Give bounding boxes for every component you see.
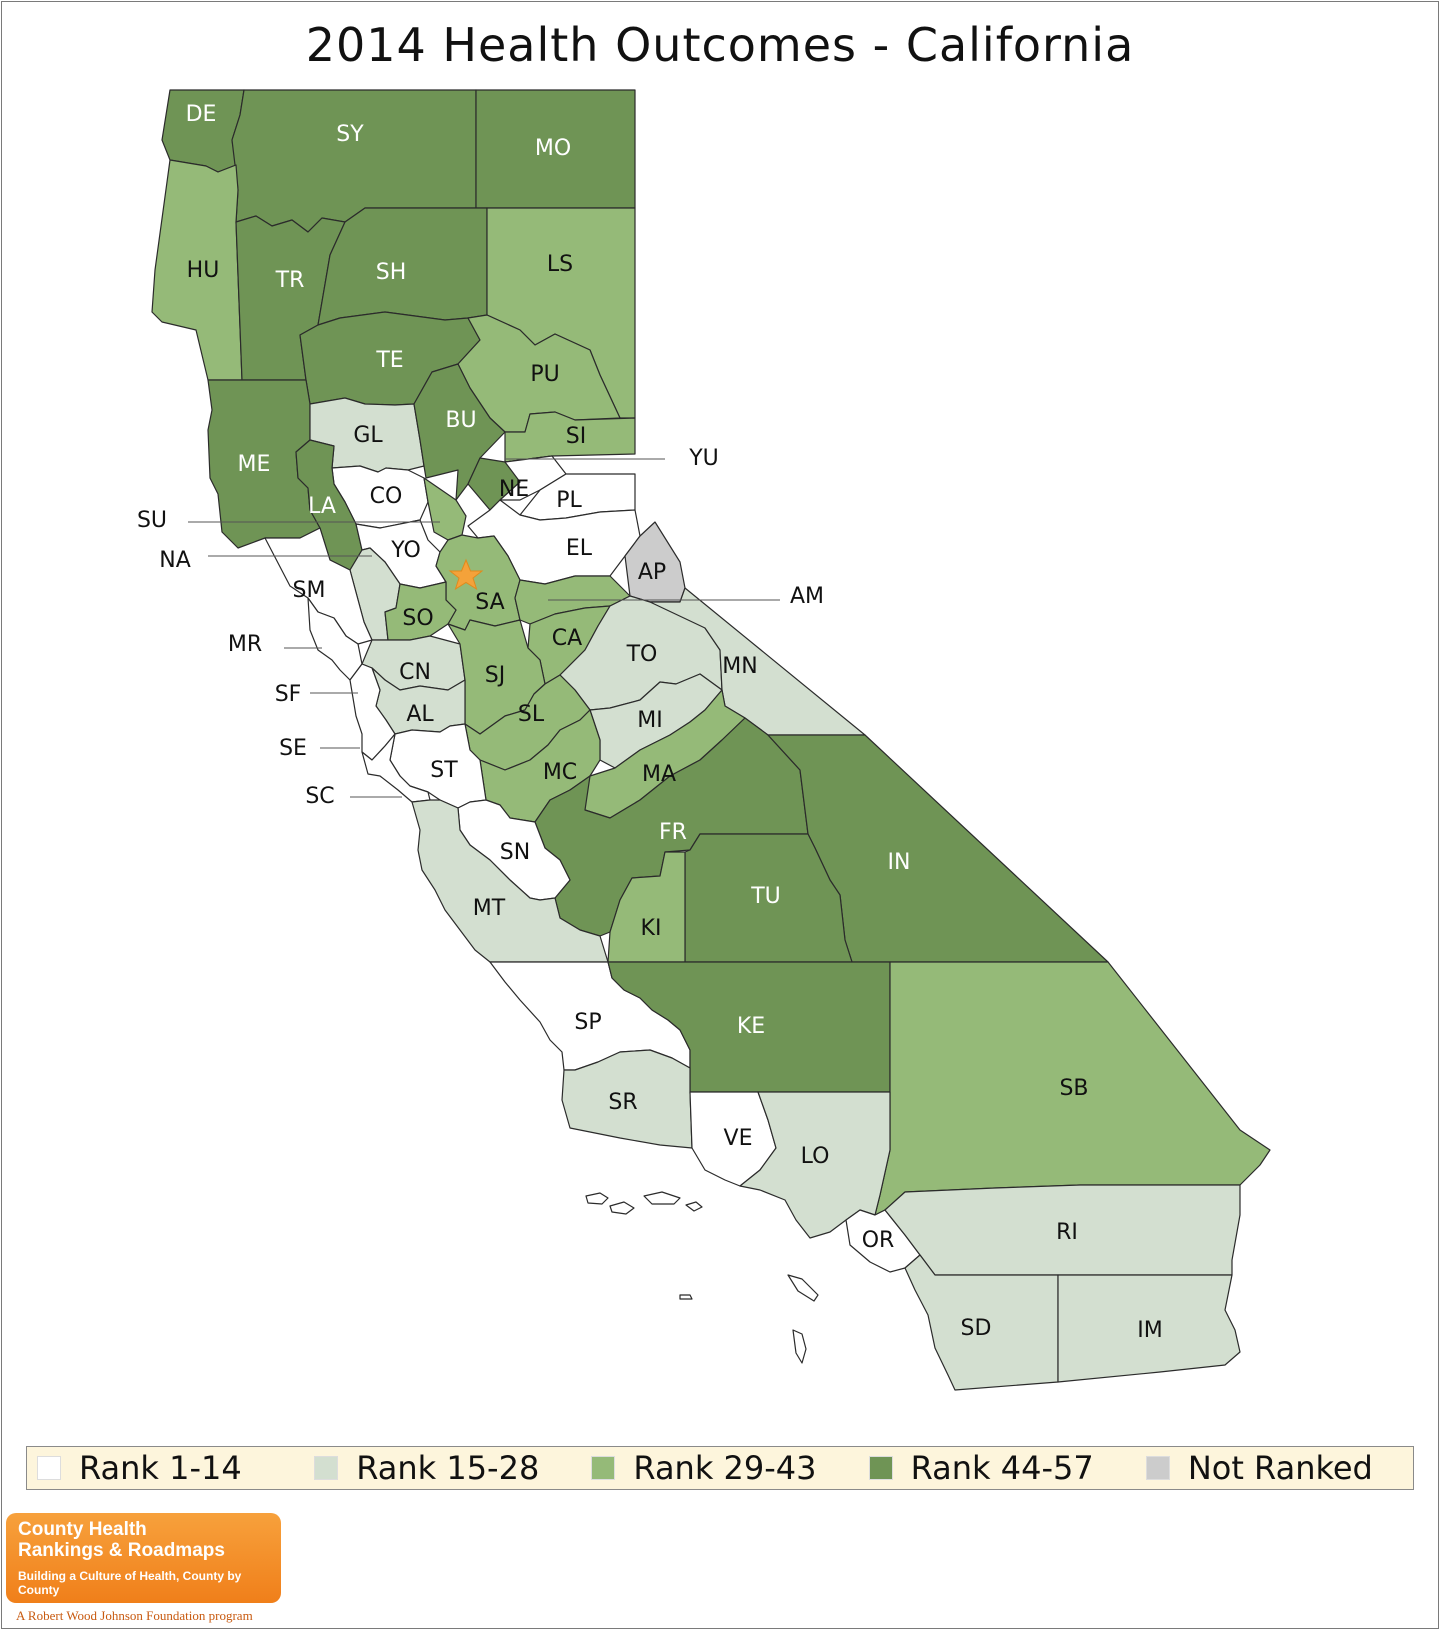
legend-label: Rank 44-57 <box>910 1449 1094 1487</box>
county-label-mn: MN <box>722 654 757 679</box>
foundation-credit: A Robert Wood Johnson Foundation program <box>16 1608 253 1623</box>
county-label-co: CO <box>370 484 403 509</box>
legend-swatch <box>37 1456 61 1480</box>
county-label-ve: VE <box>724 1126 753 1151</box>
county-label-fr: FR <box>659 820 687 845</box>
county-label-tu: TU <box>750 884 781 909</box>
map-title: 2014 Health Outcomes - California <box>305 18 1135 72</box>
county-label-so: SO <box>402 606 433 631</box>
leader-lines <box>188 458 780 798</box>
county-label-sf: SF <box>275 682 302 707</box>
county-labels: DE SY MO HU TR SH LS TE PU ME GL BU SI YU NE CO LA PL SU YO… <box>137 102 1163 1343</box>
county-label-ki: KI <box>641 916 662 941</box>
county-label-me: ME <box>238 452 271 477</box>
county-label-ne: NE <box>499 477 529 502</box>
legend-swatch <box>868 1456 893 1480</box>
county-label-sh: SH <box>376 260 407 285</box>
county-label-bu: BU <box>445 408 476 433</box>
county-label-ma: MA <box>642 762 676 787</box>
legend-swatch <box>314 1456 339 1480</box>
county-label-ri: RI <box>1056 1220 1078 1245</box>
county-label-or: OR <box>862 1228 895 1253</box>
county-label-sn: SN <box>500 840 530 865</box>
county-label-ap: AP <box>638 560 666 585</box>
county-label-el: EL <box>566 536 593 561</box>
county-label-te: TE <box>375 348 403 373</box>
county-im[interactable] <box>1057 1274 1241 1383</box>
county-label-st: ST <box>430 758 458 783</box>
county-label-ls: LS <box>547 252 573 277</box>
logo-line-1: County Health <box>18 1519 147 1540</box>
county-label-in: IN <box>888 850 911 875</box>
county-sd[interactable] <box>904 1254 1059 1391</box>
legend-item: Rank 44-57 <box>859 1449 1136 1487</box>
legend: Rank 1-14 Rank 15-28 Rank 29-43 Rank 44-57 N… <box>26 1446 1414 1490</box>
counties-layer <box>151 89 1271 1391</box>
county-label-sc: SC <box>305 784 334 809</box>
county-label-sa: SA <box>475 590 504 615</box>
county-tu[interactable] <box>684 833 853 963</box>
county-label-mr: MR <box>228 632 262 657</box>
legend-label: Rank 1-14 <box>79 1449 242 1487</box>
county-label-mo: MO <box>535 136 571 161</box>
legend-label: Rank 29-43 <box>633 1449 817 1487</box>
county-label-sd: SD <box>961 1316 992 1341</box>
logo-tagline: Building a Culture of Health, County by … <box>18 1569 242 1597</box>
county-label-sy: SY <box>336 122 364 147</box>
legend-item: Rank 29-43 <box>581 1449 858 1487</box>
legend-swatch <box>1145 1456 1170 1480</box>
county-label-sl: SL <box>518 702 545 727</box>
county-label-mt: MT <box>473 896 506 921</box>
county-label-cn: CN <box>399 660 431 685</box>
county-lo[interactable] <box>739 1091 891 1239</box>
county-label-se: SE <box>279 736 307 761</box>
county-label-tr: TR <box>275 268 305 293</box>
county-sc[interactable] <box>361 733 431 803</box>
state-capital-star-icon <box>448 558 484 591</box>
county-label-su: SU <box>137 508 167 533</box>
county-label-sr: SR <box>608 1090 637 1115</box>
county-label-na: NA <box>159 548 191 573</box>
california-county-map: DE SY MO HU TR SH LS TE PU ME GL BU SI YU NE CO LA PL SU YO… <box>137 89 1271 1391</box>
legend-label: Not Ranked <box>1187 1449 1373 1487</box>
county-label-sb: SB <box>1059 1076 1088 1101</box>
county-label-si: SI <box>566 424 586 449</box>
county-label-sj: SJ <box>485 663 505 688</box>
county-label-la: LA <box>308 494 336 519</box>
county-label-de: DE <box>186 102 217 127</box>
legend-item: Rank 15-28 <box>304 1449 581 1487</box>
logo-line-2: Rankings & Roadmaps <box>18 1540 225 1561</box>
county-label-lo: LO <box>801 1144 830 1169</box>
channel-islands <box>585 1191 819 1364</box>
county-label-ke: KE <box>737 1014 765 1039</box>
legend-label: Rank 15-28 <box>356 1449 540 1487</box>
county-label-yo: YO <box>390 538 421 563</box>
chr-logo: County Health Rankings & Roadmaps Buildi… <box>6 1513 281 1603</box>
county-label-pu: PU <box>530 362 559 387</box>
county-label-gl: GL <box>353 423 383 448</box>
county-label-to: TO <box>626 642 658 667</box>
county-label-ca: CA <box>552 626 582 651</box>
county-label-sp: SP <box>574 1010 601 1035</box>
county-label-sm: SM <box>293 578 326 603</box>
county-label-mi: MI <box>637 708 662 733</box>
county-label-pl: PL <box>556 488 582 513</box>
county-mt[interactable] <box>411 799 609 963</box>
legend-item: Rank 1-14 <box>27 1449 304 1487</box>
county-label-al: AL <box>406 702 434 727</box>
county-label-hu: HU <box>187 258 220 283</box>
legend-swatch <box>591 1456 616 1480</box>
county-label-am: AM <box>790 584 824 609</box>
county-label-yu: YU <box>688 446 719 471</box>
county-label-im: IM <box>1137 1318 1162 1343</box>
county-label-mc: MC <box>543 760 577 785</box>
legend-item: Not Ranked <box>1136 1449 1413 1487</box>
